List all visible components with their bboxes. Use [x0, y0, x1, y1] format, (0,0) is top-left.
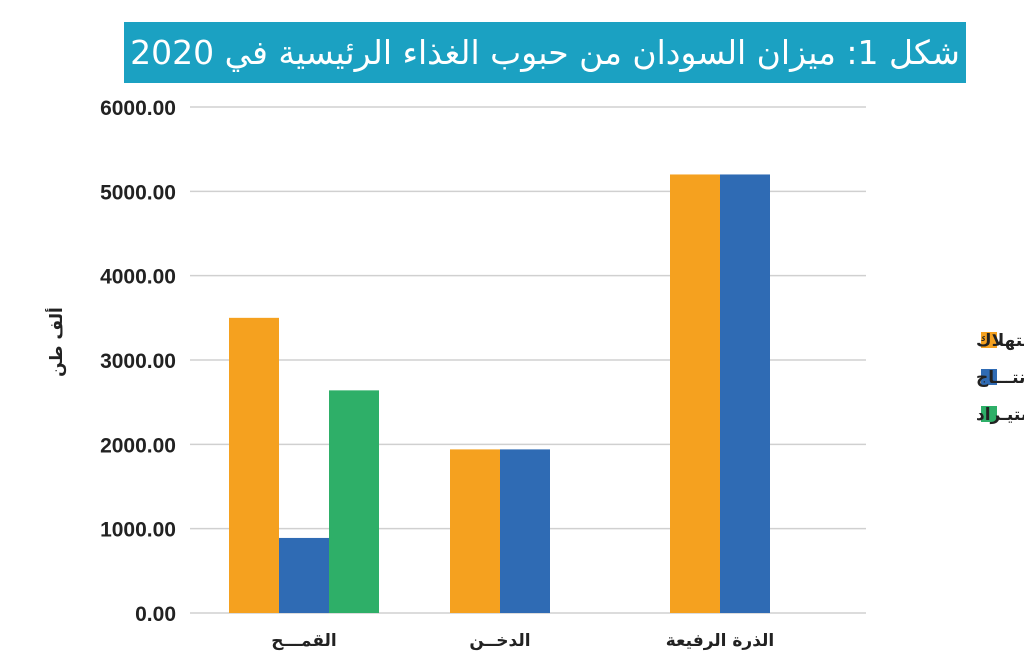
- bar: [670, 174, 720, 613]
- y-tick-label: 1000.00: [100, 519, 176, 542]
- chart-title: شكل 1: ميزان السودان من حبوب الغذاء الرئ…: [130, 33, 960, 72]
- bar: [720, 174, 770, 613]
- y-tick-label: 4000.00: [100, 266, 176, 289]
- y-tick-label: 2000.00: [100, 434, 176, 457]
- x-category-labels: القمـــح الدخــن الذرة الرفيعة: [271, 631, 774, 651]
- y-tick-label: 0.00: [135, 603, 176, 626]
- legend: الإستهلاك الإنتـــاج الإستيـراد: [976, 331, 1024, 425]
- bar: [500, 449, 550, 613]
- y-axis-label: ألف طن: [45, 307, 67, 377]
- x-category-label: القمـــح: [271, 631, 337, 651]
- legend-swatch: [981, 406, 997, 422]
- y-tick-label: 5000.00: [100, 181, 176, 204]
- y-tick-label: 6000.00: [100, 97, 176, 120]
- bar: [329, 390, 379, 613]
- x-category-label: الدخــن: [469, 631, 530, 651]
- legend-label: الإستهلاك: [976, 331, 1024, 351]
- chart-title-banner: شكل 1: ميزان السودان من حبوب الغذاء الرئ…: [124, 22, 966, 83]
- bar: [229, 317, 279, 613]
- legend-label: الإنتـــاج: [976, 368, 1024, 388]
- x-category-label: الذرة الرفيعة: [666, 631, 775, 651]
- bar: [450, 449, 500, 613]
- y-tick-labels: 0.00 1000.00 2000.00 3000.00 4000.00 5000.00 6…: [100, 97, 176, 626]
- bars: [229, 174, 770, 613]
- legend-label: الإستيـراد: [976, 405, 1024, 425]
- legend-swatch: [981, 369, 997, 385]
- legend-swatch: [981, 332, 997, 348]
- bar: [279, 537, 329, 613]
- y-tick-label: 3000.00: [100, 350, 176, 373]
